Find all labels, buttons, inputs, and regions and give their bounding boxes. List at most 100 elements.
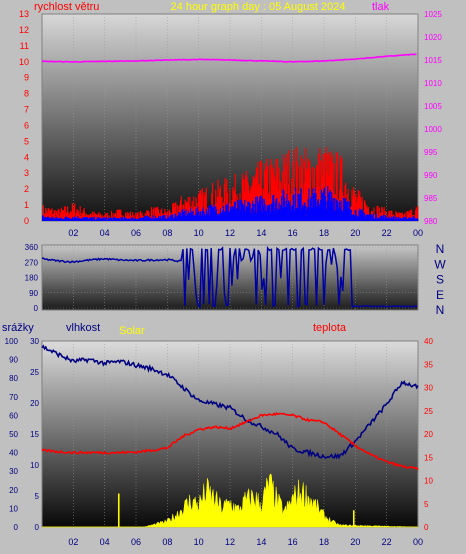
wind-average-bar — [281, 206, 283, 221]
y-tick-label-right: 985 — [424, 194, 438, 203]
wind-average-bar — [308, 188, 310, 221]
wind-speed-bar — [150, 216, 152, 221]
wind-average-bar — [45, 217, 48, 221]
y-tick-label-left: 10 — [19, 57, 29, 67]
wind-average-bar — [179, 212, 181, 221]
wind-average-bar — [80, 218, 82, 221]
wind-speed-bar — [376, 205, 378, 221]
wind-average-bar — [298, 194, 300, 221]
wind-speed-bar — [298, 165, 301, 221]
wind-average-bar — [270, 203, 272, 221]
wind-speed-bar — [98, 211, 100, 221]
wind-average-bar — [255, 212, 258, 221]
y-tick-label-left: 13 — [19, 9, 29, 19]
wind-average-bar — [294, 209, 296, 221]
rain-tick-label: 20 — [9, 486, 18, 495]
wind-speed-bar — [245, 170, 247, 221]
wind-average-bar — [87, 217, 89, 221]
wind-speed-bar — [309, 167, 312, 221]
wind-speed-bar — [351, 189, 353, 221]
wind-average-bar — [381, 215, 383, 221]
wind-speed-bar — [399, 213, 402, 221]
wind-average-bar — [293, 194, 295, 221]
wind-average-bar — [168, 217, 171, 221]
wind-pressure-panel: 02 04 06 08 10 12 14 16 18 20 22 000123456789101112… — [19, 9, 442, 238]
wind-speed-bar — [261, 188, 263, 221]
wind-average-bar — [218, 213, 220, 221]
wind-speed-bar — [117, 209, 120, 221]
wind-speed-bar — [352, 187, 355, 221]
x-tick-label: 20 — [350, 537, 360, 547]
wind-average-bar — [266, 210, 268, 221]
wind-average-bar — [211, 207, 214, 221]
wind-average-bar — [188, 213, 190, 221]
wind-speed-bar — [215, 189, 217, 221]
wind-speed-bar — [285, 164, 287, 221]
wind-average-bar — [96, 217, 99, 221]
y-tick-label-left: 9 — [24, 73, 29, 83]
wind-average-bar — [407, 218, 409, 221]
wind-average-bar — [158, 217, 160, 221]
wind-average-bar — [127, 219, 129, 221]
rain-tick-label: 40 — [9, 449, 18, 458]
wind-average-bar — [195, 208, 197, 221]
wind-average-bar — [237, 203, 240, 221]
wind-average-bar — [81, 218, 84, 221]
wind-speed-bar — [410, 210, 412, 221]
wind-speed-bar — [328, 152, 330, 221]
wind-speed-bar — [252, 176, 254, 221]
wind-average-bar — [103, 217, 105, 221]
wind-average-bar — [147, 216, 149, 221]
wind-average-bar — [167, 214, 169, 221]
wind-average-bar — [155, 218, 157, 221]
wind-average-bar — [67, 217, 70, 221]
wind-average-bar — [324, 187, 326, 221]
temperature-axis-label: teplota — [313, 322, 347, 334]
humidity-tick-label: 30 — [30, 337, 39, 346]
wind-speed-bar — [300, 155, 302, 221]
wind-average-bar — [61, 219, 63, 221]
wind-average-bar — [92, 216, 94, 221]
wind-average-bar — [137, 219, 139, 221]
wind-average-bar — [332, 198, 334, 221]
wind-speed-bar — [50, 210, 52, 221]
wind-average-bar — [82, 217, 84, 221]
wind-average-bar — [255, 197, 257, 221]
wind-average-bar — [291, 204, 294, 221]
wind-speed-bar — [92, 211, 94, 221]
wind-average-bar — [139, 218, 141, 221]
wind-average-bar — [408, 217, 410, 221]
wind-average-bar — [78, 218, 80, 221]
wind-average-bar — [288, 203, 290, 221]
wind-average-bar — [269, 211, 272, 221]
wind-average-bar — [340, 200, 342, 221]
wind-average-bar — [211, 204, 213, 221]
wind-speed-bar — [146, 210, 148, 221]
wind-speed-bar — [186, 201, 188, 221]
wind-speed-bar — [325, 147, 327, 221]
wind-average-bar — [233, 206, 235, 221]
wind-average-bar — [231, 205, 233, 221]
wind-average-bar — [106, 218, 108, 221]
wind-average-bar — [247, 201, 249, 221]
wind-average-bar — [329, 190, 331, 221]
wind-average-bar — [202, 207, 204, 221]
wind-average-bar — [237, 199, 239, 221]
wind-average-bar — [212, 206, 214, 221]
y-tick-label-left: 0 — [34, 304, 39, 313]
wind-average-bar — [273, 210, 276, 221]
wind-average-bar — [54, 217, 56, 221]
x-tick-label: 04 — [100, 537, 110, 547]
wind-speed-bar — [150, 207, 153, 221]
wind-average-bar — [130, 218, 132, 221]
wind-average-bar — [367, 214, 370, 221]
wind-average-bar — [338, 207, 340, 221]
wind-speed-bar — [306, 168, 308, 221]
wind-average-bar — [93, 216, 95, 221]
wind-average-bar — [305, 205, 307, 221]
wind-speed-bar — [232, 186, 234, 221]
wind-average-bar — [389, 218, 391, 221]
wind-speed-bar — [388, 210, 390, 221]
wind-speed-bar — [155, 207, 157, 221]
pressure-axis-label: tlak — [372, 1, 390, 13]
